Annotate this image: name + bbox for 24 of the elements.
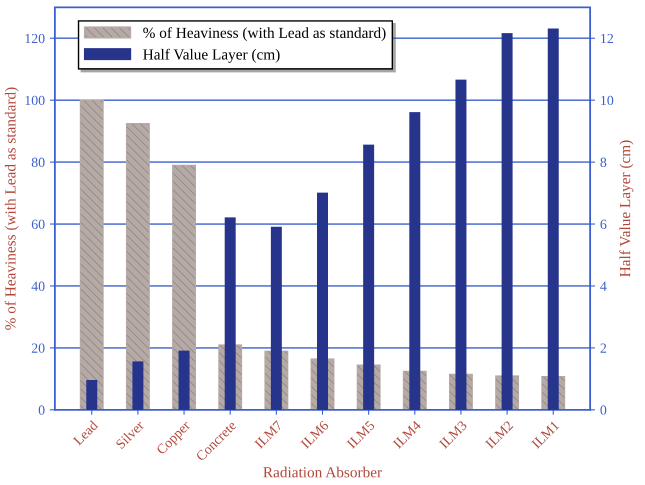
y-tick-label: 40 (31, 282, 45, 291)
y-tick-label: 60 (32, 220, 45, 229)
y2-tick-label: 10 (601, 96, 614, 106)
y-tick-label: 0 (38, 405, 45, 415)
y-axis-title: % of Heaviness (with Lead as standard) (4, 87, 19, 330)
bar (132, 361, 144, 410)
y2-tick-label: 2 (600, 344, 606, 353)
y2-tick-label: 0 (600, 405, 606, 415)
legend-label: Half Value Layer (cm) (143, 48, 280, 63)
bar (178, 350, 190, 410)
bar (126, 122, 150, 410)
bar (86, 380, 98, 410)
y2-tick-label: 6 (600, 220, 606, 229)
x-axis-title: Radiation Absorber (263, 466, 382, 478)
y2-axis-title: Half Value Layer (cm) (619, 140, 634, 277)
y-tick-label: 100 (25, 96, 45, 106)
y-tick-label: 80 (32, 158, 45, 168)
y-tick-label: 20 (32, 343, 45, 353)
y2-tick-label: 12 (601, 34, 614, 44)
bar (80, 100, 104, 410)
y2-tick-label: 8 (600, 158, 606, 168)
y2-tick-label: 4 (600, 282, 607, 291)
legend-label: % of Heaviness (with Lead as standard) (143, 27, 386, 42)
y-tick-label: 120 (25, 34, 45, 44)
